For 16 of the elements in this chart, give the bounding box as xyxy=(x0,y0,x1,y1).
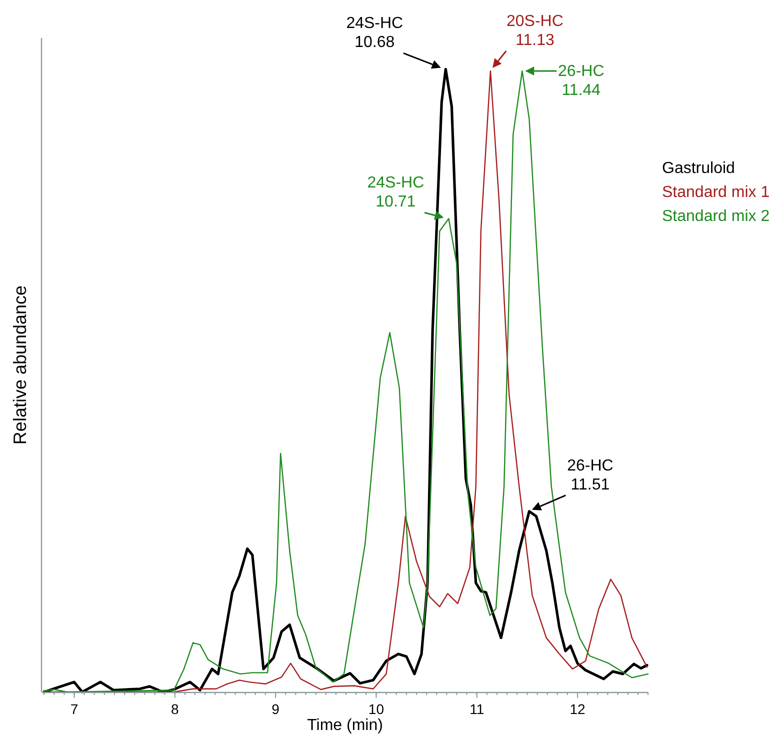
annotation: 24S-HC 10.71 xyxy=(367,174,424,211)
x-tick-label: 7 xyxy=(70,701,78,717)
annotation: 20S-HC 11.13 xyxy=(506,13,564,50)
text: Standard mix 2 xyxy=(662,208,770,225)
x-tick-label: 8 xyxy=(170,701,179,717)
text: Standard mix 1 xyxy=(662,184,770,201)
annotation: 26-HC 11.44 xyxy=(558,63,604,100)
y-axis-title: Relative abundance xyxy=(10,285,30,445)
text: Gastruloid xyxy=(662,160,735,177)
x-tick-label: 9 xyxy=(272,701,280,717)
x-tick-label: 12 xyxy=(570,701,586,717)
annotation: 26-HC 11.51 xyxy=(567,457,614,494)
x-tick-label: 11 xyxy=(470,701,484,717)
annotation: 24S-HC 10.68 xyxy=(346,15,404,52)
x-axis-title: Time (min) xyxy=(307,717,383,734)
x-tick-label: 10 xyxy=(368,701,384,717)
